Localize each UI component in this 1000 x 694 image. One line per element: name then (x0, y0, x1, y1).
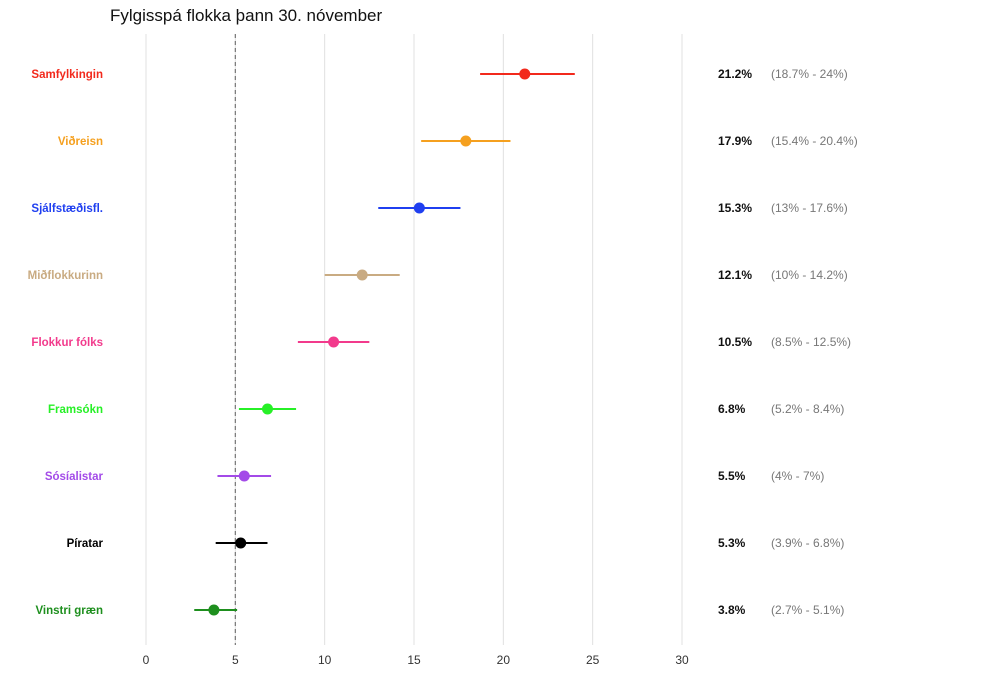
label-layer: 0 5 10 15 20 25 30 Samfylkingin 21.2% (18.7% - 24… (28, 67, 858, 667)
party-label: Viðreisn (58, 136, 103, 148)
value-label: 5.3% (718, 536, 746, 550)
party-row (297, 336, 370, 348)
party-label: Píratar (67, 538, 104, 550)
party-label: Flokkur fólks (31, 337, 103, 349)
point-estimate (328, 336, 340, 348)
value-label: 15.3% (718, 201, 752, 215)
x-tick-label: 5 (232, 653, 239, 667)
value-label: 10.5% (718, 335, 752, 349)
point-estimate (238, 470, 250, 482)
value-label: 21.2% (718, 67, 752, 81)
point-estimate (208, 604, 220, 616)
ci-label: (4% - 7%) (771, 469, 824, 483)
point-estimate (460, 135, 472, 147)
grid-layer (145, 34, 683, 645)
value-label: 6.8% (718, 402, 746, 416)
party-label: Framsókn (48, 404, 103, 416)
chart-title: Fylgisspá flokka þann 30. nóvember (110, 6, 383, 25)
party-row (421, 135, 511, 147)
x-tick-label: 20 (497, 653, 511, 667)
x-tick-label: 15 (407, 653, 421, 667)
party-row (194, 604, 238, 616)
value-label: 3.8% (718, 603, 746, 617)
party-row (215, 537, 268, 549)
ci-label: (18.7% - 24%) (771, 67, 848, 81)
value-label: 17.9% (718, 134, 752, 148)
ci-label: (2.7% - 5.1%) (771, 603, 844, 617)
value-label: 12.1% (718, 268, 752, 282)
party-row (217, 470, 272, 482)
party-row (324, 269, 400, 281)
party-label: Miðflokkurinn (28, 270, 103, 282)
ci-label: (3.9% - 6.8%) (771, 536, 844, 550)
ci-label: (5.2% - 8.4%) (771, 402, 844, 416)
party-row (480, 68, 575, 80)
ci-label: (15.4% - 20.4%) (771, 134, 858, 148)
point-estimate (413, 202, 425, 214)
party-label: Sósíalistar (45, 471, 104, 483)
x-tick-label: 25 (586, 653, 600, 667)
party-label: Vinstri græn (35, 605, 103, 617)
x-tick-label: 0 (143, 653, 150, 667)
point-estimate (519, 68, 531, 80)
party-label: Sjálfstæðisfl. (31, 203, 103, 215)
point-estimate (261, 403, 273, 415)
point-estimate (356, 269, 368, 281)
value-label: 5.5% (718, 469, 746, 483)
party-row (378, 202, 461, 214)
ci-label: (8.5% - 12.5%) (771, 335, 851, 349)
party-row (238, 403, 297, 415)
point-estimate (235, 537, 247, 549)
ci-label: (13% - 17.6%) (771, 201, 848, 215)
x-tick-label: 30 (675, 653, 689, 667)
ci-label: (10% - 14.2%) (771, 268, 848, 282)
party-label: Samfylkingin (31, 69, 103, 81)
x-tick-label: 10 (318, 653, 332, 667)
series-layer (194, 68, 575, 616)
